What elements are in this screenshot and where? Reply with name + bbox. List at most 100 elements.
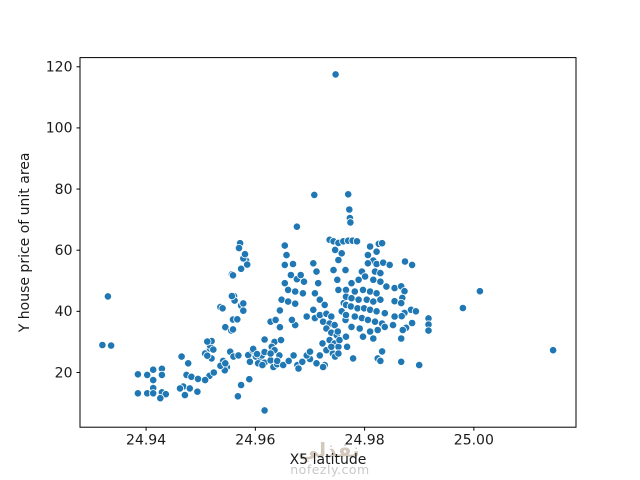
data-point (327, 342, 336, 351)
data-point (337, 249, 346, 258)
data-point (372, 307, 381, 316)
y-tick-label: 20 (55, 365, 73, 381)
y-axis: 20 40 60 80 100 120 (46, 60, 80, 381)
data-point (287, 315, 296, 324)
data-point (344, 190, 353, 199)
data-point (309, 259, 318, 268)
data-point (240, 250, 250, 259)
data-point (185, 384, 194, 393)
data-point (302, 312, 311, 321)
data-point (252, 349, 262, 359)
data-point (221, 359, 230, 368)
data-point (149, 365, 158, 374)
data-point (283, 285, 293, 294)
data-point (407, 318, 417, 328)
data-point (245, 357, 254, 366)
data-point (341, 265, 350, 275)
data-point (407, 260, 417, 269)
data-point (98, 340, 107, 350)
data-point (234, 351, 243, 360)
y-axis-label: Y house price of unit area (17, 153, 33, 334)
data-point (312, 267, 321, 276)
data-point (342, 342, 352, 351)
data-point (107, 341, 116, 350)
data-point (288, 259, 298, 269)
data-point (180, 390, 189, 400)
data-point (329, 265, 338, 275)
data-point (156, 394, 165, 403)
data-point (347, 279, 356, 288)
data-point (310, 190, 319, 199)
data-point (345, 205, 354, 214)
data-point (133, 370, 142, 379)
data-point (221, 323, 230, 332)
data-point (245, 375, 254, 384)
data-point (260, 335, 269, 344)
data-point (369, 297, 378, 306)
data-point (397, 298, 406, 308)
data-point (149, 389, 158, 398)
data-point (283, 297, 293, 306)
y-tick-label: 60 (55, 243, 73, 259)
data-point (363, 315, 372, 324)
data-point (350, 287, 359, 296)
data-point (380, 309, 389, 318)
data-point (363, 259, 372, 268)
data-point (346, 218, 355, 227)
data-point (239, 306, 248, 315)
data-point (376, 277, 385, 286)
data-point (103, 292, 113, 301)
data-point (347, 294, 356, 303)
data-point (299, 277, 309, 286)
data-point (327, 312, 336, 321)
data-point (376, 295, 385, 304)
data-point (360, 272, 370, 281)
data-point (275, 323, 284, 332)
data-point (400, 287, 409, 296)
data-point (376, 268, 385, 278)
x-tick-label: 24.98 (345, 433, 385, 449)
data-point (201, 375, 210, 385)
data-point (233, 392, 242, 401)
y-tick-label: 40 (55, 304, 73, 320)
data-point (218, 304, 227, 313)
data-point (330, 245, 340, 254)
data-point (260, 406, 269, 415)
data-point (314, 279, 323, 288)
x-tick-label: 25.00 (454, 433, 494, 449)
data-point (334, 285, 343, 294)
data-point (280, 279, 289, 288)
data-point (149, 375, 158, 385)
x-axis: 24.94 24.96 24.98 25.00 (126, 427, 494, 449)
data-point (280, 260, 289, 269)
data-point (309, 305, 318, 314)
data-point (296, 270, 305, 280)
data-point (415, 360, 424, 370)
data-point (315, 310, 324, 320)
y-tick-label: 120 (46, 60, 73, 76)
data-point (157, 370, 166, 379)
data-point (334, 255, 343, 265)
data-point (377, 239, 387, 248)
data-point (372, 289, 381, 298)
data-point (341, 285, 351, 294)
data-point (397, 312, 406, 321)
data-point (380, 322, 389, 331)
data-point (143, 370, 152, 379)
data-point (373, 325, 382, 335)
data-point (203, 351, 212, 360)
data-point (333, 275, 342, 284)
data-point (266, 349, 275, 358)
data-point (177, 352, 186, 361)
data-point (234, 244, 244, 253)
data-point (291, 287, 300, 296)
data-point (376, 356, 385, 365)
watermark-domain-text: nofezly.com (290, 462, 369, 477)
data-point (355, 324, 364, 333)
data-point (333, 327, 342, 336)
watermark-arabic-text: نفذلي (298, 438, 359, 463)
data-point (358, 285, 368, 294)
data-point (193, 374, 203, 383)
data-point (354, 275, 363, 284)
